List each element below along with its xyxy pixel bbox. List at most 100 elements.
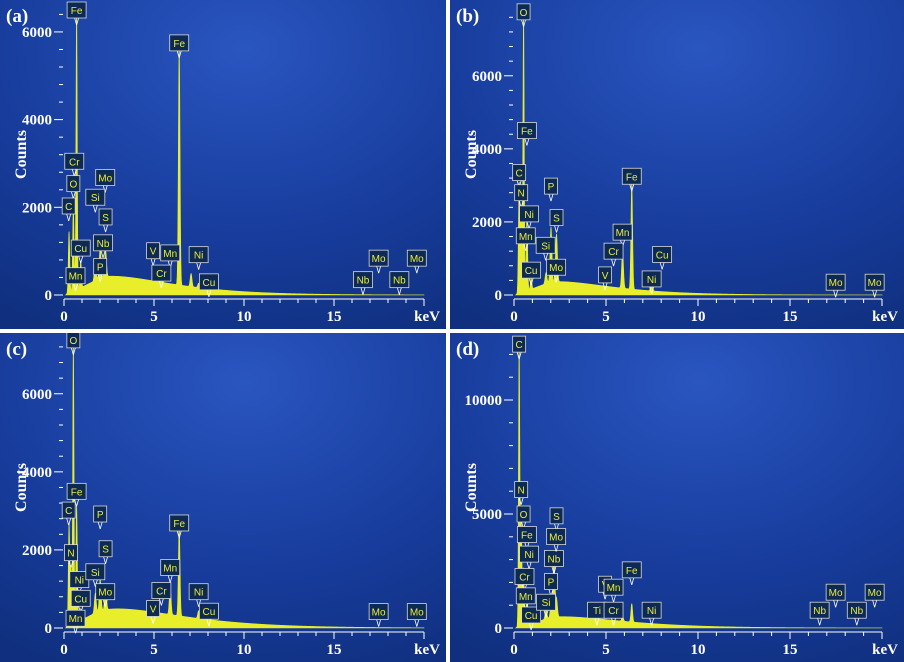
element-label-text: Si (541, 241, 550, 252)
element-label: Si (85, 188, 106, 213)
axes (54, 13, 425, 306)
element-label: Ni (519, 205, 539, 229)
element-label-text: Cr (156, 587, 167, 598)
element-label: Mo (368, 603, 389, 627)
y-tick-label: 0 (495, 288, 503, 304)
panel-label: (b) (456, 6, 479, 27)
element-label: V (598, 266, 612, 291)
x-tick-label: 10 (237, 309, 252, 325)
element-label-text: Mn (69, 614, 83, 625)
element-label-text: Fe (71, 6, 83, 17)
panel-b: 0 5 10 15 0 2000 4000 6000 keV Counts (b) O Fe C N Ni Mn… (450, 0, 904, 329)
element-label: S (549, 507, 564, 531)
element-label-text: C (516, 169, 523, 180)
element-label-text: Nb (97, 239, 110, 250)
element-label: O (66, 333, 81, 355)
y-tick-label: 6000 (22, 25, 52, 41)
element-label-text: P (548, 182, 555, 193)
x-tick-label: 10 (691, 309, 706, 325)
element-label-text: Nb (548, 554, 561, 565)
x-axis-label: keV (414, 642, 440, 658)
element-label: Mn (65, 609, 86, 634)
element-label-text: Ni (647, 275, 656, 286)
panel-label: (c) (6, 339, 27, 360)
element-label: Fe (516, 122, 537, 146)
element-label: Mo (825, 583, 846, 608)
element-label: Mo (95, 583, 116, 607)
y-axis-label: Counts (463, 130, 480, 179)
x-tick-label: 5 (150, 642, 158, 658)
x-tick-label: 15 (783, 309, 798, 325)
x-axis-label: keV (414, 309, 440, 325)
element-label: N (514, 481, 529, 505)
element-label-text: Nb (357, 276, 370, 287)
element-label-text: Ni (194, 251, 203, 262)
panel-c: 0 5 10 15 0 2000 4000 6000 keV Counts (c) O Fe C N Ni Cu… (0, 333, 446, 662)
element-label-text: Nb (813, 606, 826, 617)
element-label: S (549, 209, 564, 233)
element-label: Fe (621, 167, 642, 192)
element-label-text: P (97, 510, 104, 521)
axes (504, 16, 883, 306)
axes (54, 346, 425, 639)
element-label: Nb (846, 601, 867, 626)
element-label: Nb (544, 550, 564, 574)
y-tick-label: 4000 (472, 142, 502, 158)
element-label: Cu (652, 246, 673, 270)
x-tick-label: 10 (237, 642, 252, 658)
y-tick-label: 0 (45, 621, 53, 637)
element-label: Cu (70, 239, 91, 264)
x-tick-label: 0 (60, 642, 68, 658)
element-label-text: V (602, 271, 609, 282)
element-label: Fe (516, 526, 537, 550)
element-label-text: Mn (69, 272, 83, 283)
element-label-text: O (69, 180, 77, 191)
element-label: Fe (169, 514, 190, 539)
element-label-text: Mo (410, 608, 424, 619)
x-axis-label: keV (872, 642, 898, 658)
element-label: P (93, 258, 108, 282)
element-label-text: Fe (173, 519, 185, 530)
element-label: Cu (198, 273, 219, 297)
element-label: N (64, 544, 78, 568)
element-label: Cr (151, 582, 172, 606)
element-label: C (61, 197, 76, 222)
element-label: Ni (641, 601, 662, 626)
element-label-text: S (102, 213, 109, 224)
element-label-text: C (516, 340, 523, 351)
element-label-text: Cu (656, 250, 669, 261)
element-label-text: P (548, 577, 555, 588)
element-label-text: Cu (74, 594, 87, 605)
element-label: Mo (95, 169, 116, 193)
element-label: Ni (519, 545, 539, 570)
y-tick-label: 4000 (22, 465, 52, 481)
element-label-text: N (67, 549, 74, 560)
x-tick-label: 15 (783, 642, 798, 658)
element-label: Ni (188, 583, 209, 607)
element-label-text: Mo (372, 254, 386, 265)
panel-a: 0 5 10 15 0 2000 4000 6000 keV Counts (a) Fe Fe Cr O C M… (0, 0, 446, 329)
element-label: Mo (406, 249, 427, 274)
element-label: Mo (546, 528, 567, 552)
spectrum-svg: 0 5 10 15 0 2000 4000 6000 keV Counts (b) O Fe CN Ni Mn… (450, 0, 904, 329)
element-label-text: S (553, 512, 560, 523)
element-label: Mo (368, 249, 389, 274)
element-label: Mo (864, 273, 885, 298)
x-tick-label: 5 (602, 309, 610, 325)
element-label: Nb (389, 271, 410, 295)
element-label-text: Mn (607, 583, 621, 594)
element-label-text: N (518, 189, 525, 200)
x-tick-label: 0 (510, 642, 518, 658)
element-label-text: S (102, 545, 109, 556)
element-label: O (66, 175, 81, 199)
element-label: Fe (169, 34, 190, 58)
panel-label: (d) (456, 339, 479, 360)
element-label-text: Mn (616, 228, 630, 239)
element-label-text: Cu (74, 244, 87, 255)
element-label-text: Mn (163, 563, 177, 574)
element-label-text: Mo (829, 278, 843, 289)
y-axis-label: Counts (463, 463, 480, 512)
element-label: Cr (151, 264, 172, 289)
axes (504, 353, 883, 639)
